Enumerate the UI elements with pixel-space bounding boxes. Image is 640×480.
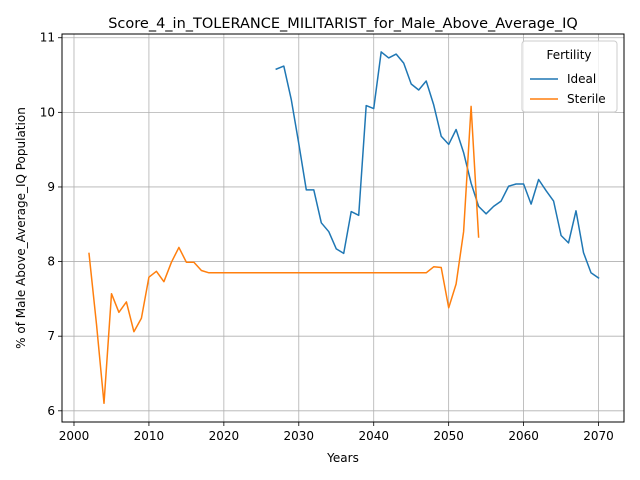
y-tick-label: 10 xyxy=(40,105,55,119)
y-tick-label: 6 xyxy=(47,404,55,418)
y-tick-label: 8 xyxy=(47,255,55,269)
axes-frame xyxy=(61,33,625,423)
y-tick-label: 11 xyxy=(40,31,55,45)
legend-label-sterile: Sterile xyxy=(567,92,606,106)
x-tick-label: 2060 xyxy=(508,429,539,443)
x-tick-label: 2010 xyxy=(134,429,165,443)
x-axis-label: Years xyxy=(326,451,359,465)
y-axis-label: % of Male Above_Average_IQ Population xyxy=(14,107,28,349)
y-tick-label: 7 xyxy=(47,329,55,343)
legend-box xyxy=(521,40,618,113)
x-tick-label: 2040 xyxy=(358,429,389,443)
series-line-sterile xyxy=(88,105,480,405)
x-tick-label: 2000 xyxy=(59,429,90,443)
y-tick-label: 9 xyxy=(47,180,55,194)
x-tick-label: 2050 xyxy=(433,429,464,443)
chart-title: Score_4_in_TOLERANCE_MILITARIST_for_Male… xyxy=(108,16,578,32)
y-axis: 6 7 8 9 10 11 xyxy=(40,31,62,418)
legend: Fertility Ideal Sterile xyxy=(521,40,618,113)
x-tick-label: 2030 xyxy=(284,429,315,443)
series-line-ideal xyxy=(275,51,600,280)
plot-area xyxy=(88,51,600,405)
x-axis: 2000 2010 2020 2030 2040 2050 2060 2070 xyxy=(59,422,614,443)
x-tick-label: 2070 xyxy=(583,429,614,443)
legend-label-ideal: Ideal xyxy=(567,72,596,86)
legend-title: Fertility xyxy=(546,48,591,62)
x-tick-label: 2020 xyxy=(209,429,240,443)
